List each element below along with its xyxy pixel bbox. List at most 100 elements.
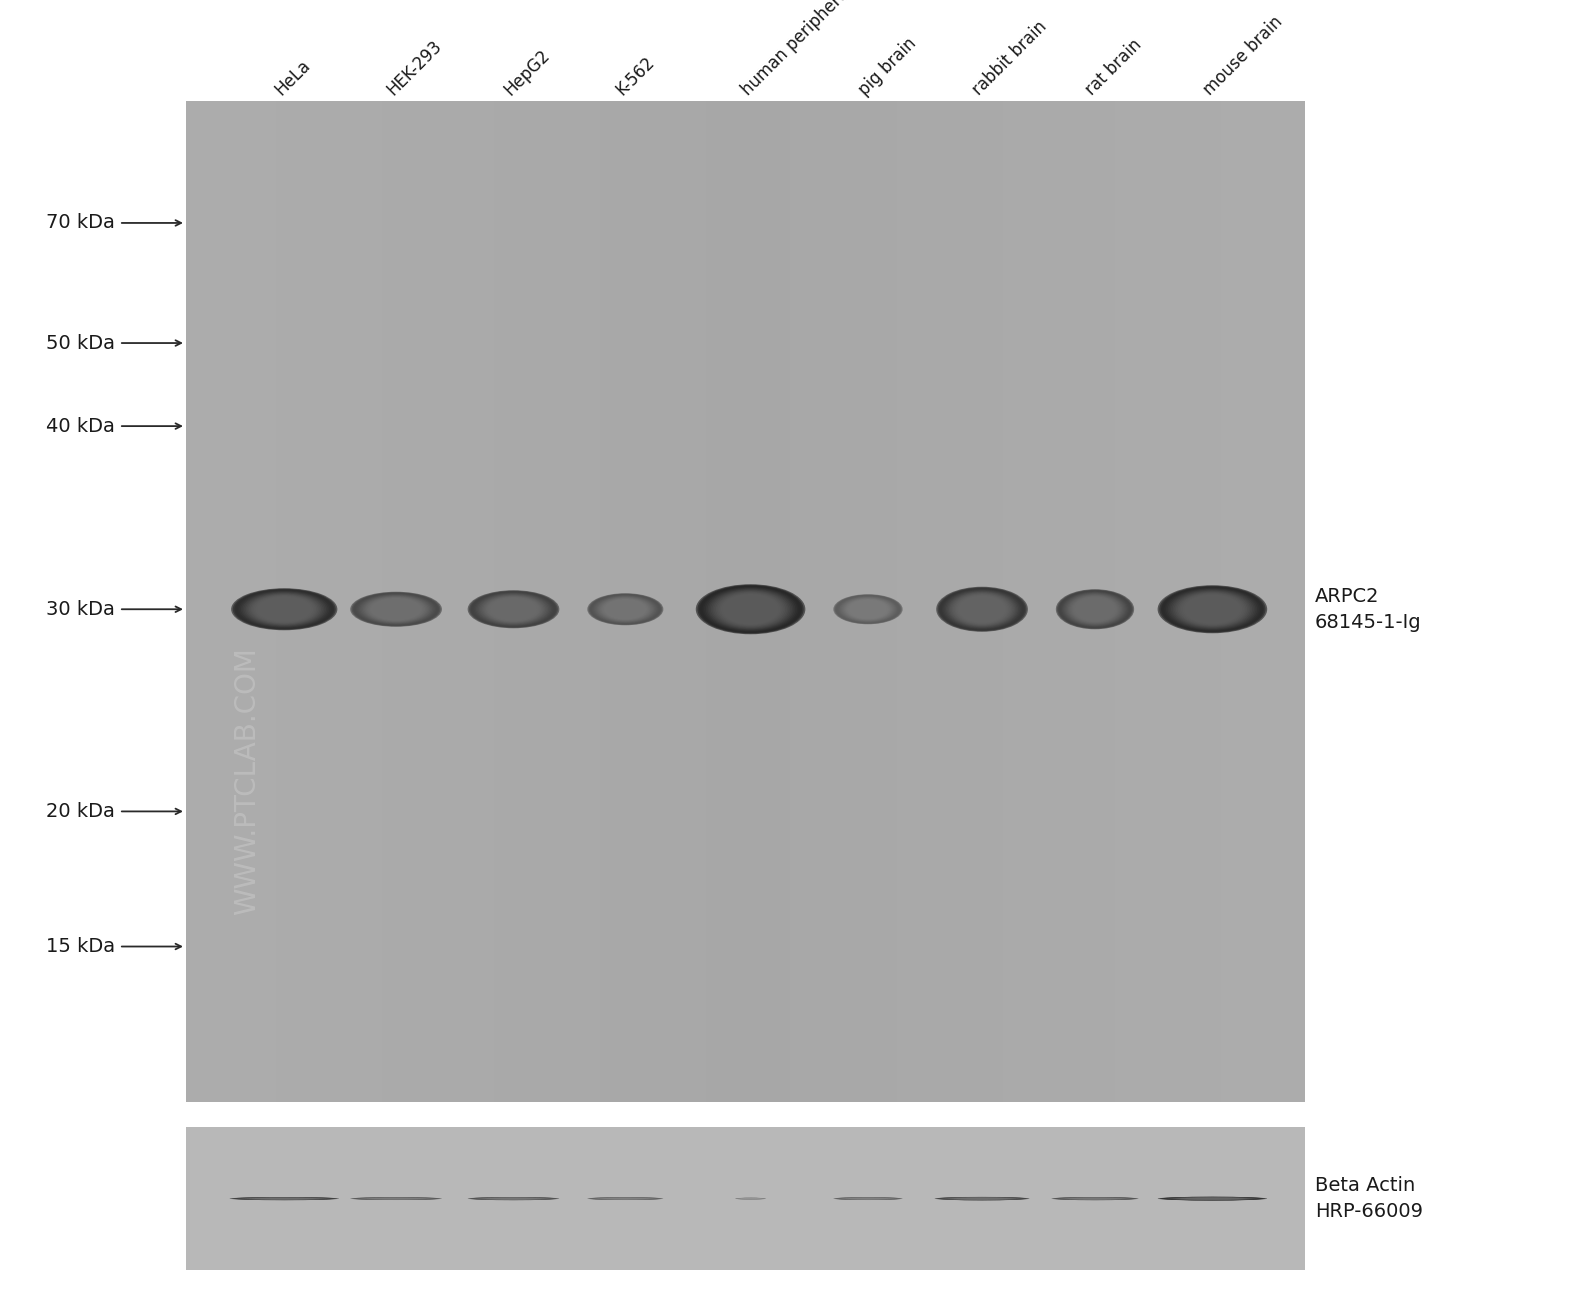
Ellipse shape xyxy=(956,595,1008,625)
Ellipse shape xyxy=(1068,1197,1123,1200)
Ellipse shape xyxy=(1178,592,1247,626)
Ellipse shape xyxy=(350,1197,443,1200)
Ellipse shape xyxy=(370,597,422,621)
Ellipse shape xyxy=(476,1197,551,1200)
Ellipse shape xyxy=(238,1197,331,1200)
Ellipse shape xyxy=(1063,1197,1126,1200)
Ellipse shape xyxy=(1060,1197,1129,1200)
Ellipse shape xyxy=(1166,588,1258,630)
Ellipse shape xyxy=(1164,1197,1260,1200)
Ellipse shape xyxy=(843,597,893,621)
Ellipse shape xyxy=(841,597,895,622)
Ellipse shape xyxy=(602,599,649,621)
Ellipse shape xyxy=(940,588,1024,630)
Ellipse shape xyxy=(589,593,661,625)
Ellipse shape xyxy=(1158,586,1268,634)
Ellipse shape xyxy=(951,1197,1013,1200)
Ellipse shape xyxy=(702,587,799,632)
Ellipse shape xyxy=(484,596,543,623)
Ellipse shape xyxy=(1058,1197,1132,1200)
Text: K-562: K-562 xyxy=(613,53,658,98)
Ellipse shape xyxy=(474,592,553,626)
Ellipse shape xyxy=(939,1197,1025,1200)
Ellipse shape xyxy=(739,1197,762,1200)
Ellipse shape xyxy=(365,1197,427,1200)
Ellipse shape xyxy=(480,595,547,625)
Ellipse shape xyxy=(720,593,781,626)
Text: Beta Actin
HRP-66009: Beta Actin HRP-66009 xyxy=(1315,1175,1422,1222)
Ellipse shape xyxy=(737,1197,765,1200)
Ellipse shape xyxy=(485,1197,542,1200)
Ellipse shape xyxy=(1162,1197,1262,1200)
Ellipse shape xyxy=(364,596,428,622)
Ellipse shape xyxy=(1167,588,1257,630)
Ellipse shape xyxy=(598,597,652,621)
Ellipse shape xyxy=(244,1197,324,1200)
Text: 70 kDa: 70 kDa xyxy=(46,213,115,233)
Ellipse shape xyxy=(233,1197,335,1200)
Ellipse shape xyxy=(249,1197,320,1200)
Ellipse shape xyxy=(704,587,797,631)
Ellipse shape xyxy=(953,593,1011,625)
Ellipse shape xyxy=(1069,1197,1120,1200)
Ellipse shape xyxy=(838,596,898,622)
Ellipse shape xyxy=(591,1197,660,1200)
Ellipse shape xyxy=(943,1197,1021,1200)
Ellipse shape xyxy=(476,593,551,626)
Ellipse shape xyxy=(1159,1197,1266,1200)
Ellipse shape xyxy=(361,1197,430,1200)
Ellipse shape xyxy=(844,597,891,621)
Ellipse shape xyxy=(477,1197,550,1200)
Ellipse shape xyxy=(699,586,802,634)
Ellipse shape xyxy=(361,1197,432,1200)
Ellipse shape xyxy=(468,1197,559,1200)
Ellipse shape xyxy=(707,588,794,630)
Ellipse shape xyxy=(252,1197,317,1200)
Ellipse shape xyxy=(469,591,558,628)
Ellipse shape xyxy=(230,1197,339,1200)
Ellipse shape xyxy=(472,592,554,627)
Ellipse shape xyxy=(710,590,791,628)
Ellipse shape xyxy=(1173,591,1252,628)
Ellipse shape xyxy=(359,595,433,625)
Ellipse shape xyxy=(239,1197,329,1200)
Ellipse shape xyxy=(1164,587,1260,631)
Ellipse shape xyxy=(1161,587,1263,632)
Ellipse shape xyxy=(353,592,439,626)
Ellipse shape xyxy=(696,584,805,635)
Ellipse shape xyxy=(587,1197,663,1200)
Ellipse shape xyxy=(471,591,556,627)
Ellipse shape xyxy=(485,1197,542,1200)
Ellipse shape xyxy=(717,592,786,627)
Ellipse shape xyxy=(1052,1197,1139,1200)
Ellipse shape xyxy=(954,1197,1010,1200)
Ellipse shape xyxy=(849,1197,888,1200)
Text: rat brain: rat brain xyxy=(1082,36,1145,98)
Text: HeLa: HeLa xyxy=(271,57,313,98)
Ellipse shape xyxy=(1170,590,1254,628)
Ellipse shape xyxy=(954,593,1010,625)
Ellipse shape xyxy=(1158,1197,1268,1200)
Ellipse shape xyxy=(1057,590,1132,628)
Ellipse shape xyxy=(1180,593,1246,626)
Ellipse shape xyxy=(936,1197,1028,1200)
Ellipse shape xyxy=(698,584,803,634)
Ellipse shape xyxy=(353,1197,439,1200)
Ellipse shape xyxy=(598,1197,654,1200)
Ellipse shape xyxy=(364,1197,428,1200)
Ellipse shape xyxy=(241,591,328,627)
Ellipse shape xyxy=(598,597,654,622)
Ellipse shape xyxy=(361,595,432,623)
Ellipse shape xyxy=(592,595,658,623)
Ellipse shape xyxy=(1057,1197,1134,1200)
Ellipse shape xyxy=(942,1197,1022,1200)
Ellipse shape xyxy=(1178,1197,1247,1200)
Ellipse shape xyxy=(241,1197,328,1200)
Ellipse shape xyxy=(1167,1197,1257,1200)
Ellipse shape xyxy=(367,1197,425,1200)
Ellipse shape xyxy=(350,592,443,627)
Ellipse shape xyxy=(247,593,321,625)
Ellipse shape xyxy=(354,1197,438,1200)
Ellipse shape xyxy=(246,593,323,626)
Ellipse shape xyxy=(1054,1197,1136,1200)
